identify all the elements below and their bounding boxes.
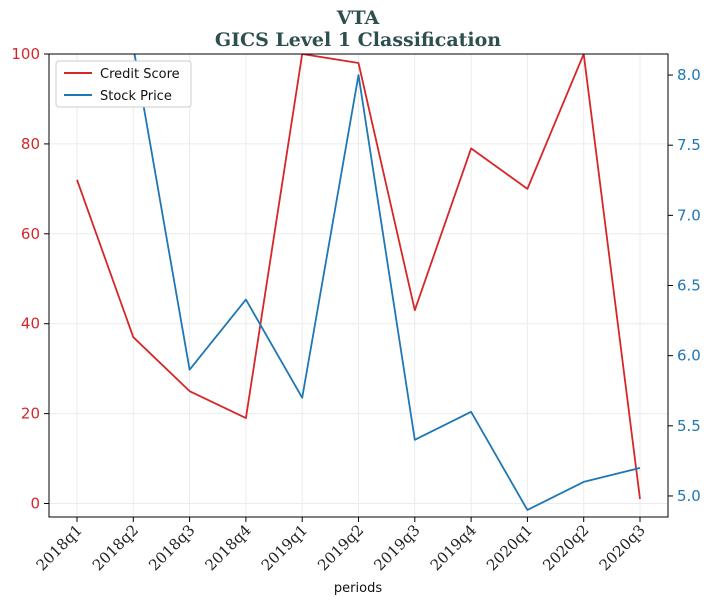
x-tick-label: 2020q3 xyxy=(596,521,649,574)
y-right-tick-label: 7.0 xyxy=(677,206,701,224)
x-axis-label: periods xyxy=(334,581,382,596)
x-tick-label: 2019q4 xyxy=(427,521,480,574)
chart-title: VTA xyxy=(336,7,380,29)
x-tick-label: 2019q2 xyxy=(314,521,367,574)
series-layer xyxy=(76,54,641,511)
y-left-tick-label: 100 xyxy=(11,45,40,63)
y-left-tick-label: 80 xyxy=(21,135,40,153)
x-tick-label: 2020q2 xyxy=(539,521,592,574)
legend: Credit Score Stock Price xyxy=(55,60,192,108)
x-tick-label: 2018q4 xyxy=(201,521,254,574)
legend-label-stock-price: Stock Price xyxy=(100,89,172,104)
y-right-tick-label: 6.0 xyxy=(677,347,701,365)
series-line-stock-price xyxy=(133,54,641,511)
y-right-tick-label: 5.5 xyxy=(677,417,701,435)
y-left-tick-label: 40 xyxy=(21,315,40,333)
y-left-tick-label: 20 xyxy=(21,405,40,423)
chart-subtitle: GICS Level 1 Classification xyxy=(215,29,501,51)
x-tick-label: 2020q1 xyxy=(483,521,536,574)
x-tick-label: 2018q2 xyxy=(89,521,142,574)
axes: 2018q1 2018q2 2018q3 2018q4 2019q1 2019q2 2019… xyxy=(11,45,701,574)
x-tick-label: 2018q3 xyxy=(145,521,198,574)
y-right-tick-label: 6.5 xyxy=(677,277,701,295)
y-left-tick-label: 0 xyxy=(30,495,40,513)
y-left-tick-label: 60 xyxy=(21,225,40,243)
grid xyxy=(49,53,668,517)
y-right-tick-label: 5.0 xyxy=(677,487,701,505)
x-tick-label: 2018q1 xyxy=(33,521,86,574)
x-tick-label: 2019q1 xyxy=(258,521,311,574)
y-right-tick-label: 8.0 xyxy=(677,66,701,84)
x-tick-label: 2019q3 xyxy=(370,521,423,574)
legend-label-credit-score: Credit Score xyxy=(100,67,180,82)
y-right-tick-label: 7.5 xyxy=(677,136,701,154)
series-line-credit-score xyxy=(76,54,641,500)
